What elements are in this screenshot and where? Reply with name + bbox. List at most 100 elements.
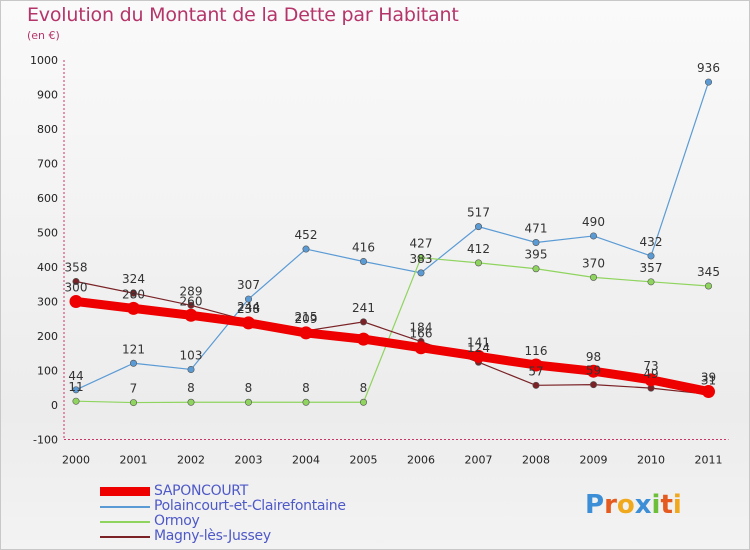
legend-label: Magny-lès-Jussey <box>154 528 271 544</box>
data-label: 289 <box>180 284 203 298</box>
data-point <box>359 257 367 265</box>
data-label: 209 <box>295 312 318 326</box>
x-tick-label: 2004 <box>292 454 320 467</box>
data-point <box>130 399 138 407</box>
y-tick-label: 500 <box>37 227 58 240</box>
data-label: 44 <box>68 369 83 383</box>
data-point <box>245 295 253 303</box>
data-label: 59 <box>586 364 601 378</box>
data-point <box>187 301 195 309</box>
logo-letter: o <box>616 490 635 520</box>
legend: SAPONCOURT Polaincourt-et-Clairefontaine O… <box>100 483 400 544</box>
data-point <box>417 269 425 277</box>
legend-item: Ormoy <box>100 513 400 529</box>
legend-item: SAPONCOURT <box>100 483 400 499</box>
data-point <box>245 398 253 406</box>
data-point <box>647 278 655 286</box>
logo-letter: r <box>604 490 617 520</box>
data-label: 383 <box>410 252 433 266</box>
data-label: 307 <box>237 278 260 292</box>
data-label: 31 <box>701 373 716 387</box>
x-tick-label: 2008 <box>522 454 550 467</box>
data-point <box>532 239 540 247</box>
x-tick-label: 2005 <box>350 454 378 467</box>
data-point <box>72 397 80 405</box>
x-tick-label: 2006 <box>407 454 435 467</box>
y-tick-label: -100 <box>33 434 58 447</box>
data-label: 124 <box>467 341 490 355</box>
data-label: 412 <box>467 242 490 256</box>
data-point <box>704 78 712 86</box>
data-label: 103 <box>180 348 203 362</box>
data-point <box>644 373 658 387</box>
y-tick-label: 100 <box>37 365 58 378</box>
data-label: 11 <box>68 380 83 394</box>
data-point <box>302 245 310 253</box>
data-point <box>647 252 655 260</box>
y-tick-label: 600 <box>37 192 58 205</box>
data-label: 260 <box>180 294 203 308</box>
data-label: 141 <box>467 335 490 349</box>
data-label: 324 <box>122 272 145 286</box>
data-point <box>529 358 543 372</box>
data-point <box>72 386 80 394</box>
data-label: 370 <box>582 256 605 270</box>
data-label: 8 <box>302 381 310 395</box>
y-tick-label: 200 <box>37 330 58 343</box>
data-label: 416 <box>352 240 375 254</box>
data-point <box>589 232 597 240</box>
legend-item: Magny-lès-Jussey <box>100 528 400 544</box>
data-label: 98 <box>586 350 601 364</box>
data-point <box>702 385 715 399</box>
y-tick-label: 1000 <box>30 54 58 67</box>
x-tick-label: 2009 <box>580 454 608 467</box>
data-point <box>589 381 597 389</box>
data-label: 57 <box>528 364 543 378</box>
data-label: 241 <box>352 301 375 315</box>
data-label: 244 <box>237 300 260 314</box>
x-tick-label: 2010 <box>637 454 665 467</box>
data-point <box>704 282 712 290</box>
data-label: 8 <box>245 381 253 395</box>
logo-letter: x <box>634 490 652 520</box>
y-tick-label: 900 <box>37 89 58 102</box>
y-tick-label: 0 <box>51 399 58 412</box>
data-label: 8 <box>187 381 195 395</box>
data-point <box>474 259 482 267</box>
proxiti-logo: Proxiti <box>585 490 682 520</box>
data-label: 8 <box>360 381 368 395</box>
x-tick-label: 2001 <box>120 454 148 467</box>
data-point <box>359 398 367 406</box>
legend-label: Polaincourt-et-Clairefontaine <box>154 498 346 514</box>
series-line <box>75 257 710 404</box>
data-point <box>72 277 80 285</box>
x-tick-label: 2011 <box>695 454 723 467</box>
x-tick-label: 2003 <box>235 454 263 467</box>
data-label: 427 <box>410 237 433 251</box>
data-label: 358 <box>65 260 88 274</box>
data-point <box>187 365 195 373</box>
data-label: 7 <box>130 382 138 396</box>
data-label: 39 <box>701 371 716 385</box>
legend-swatch <box>100 487 150 496</box>
y-tick-label: 400 <box>37 261 58 274</box>
logo-letter: i <box>672 490 682 520</box>
legend-swatch <box>100 536 150 538</box>
data-label: 357 <box>640 261 663 275</box>
legend-swatch <box>100 506 150 508</box>
data-point <box>69 295 83 308</box>
data-label: 73 <box>643 359 658 373</box>
data-point <box>357 332 370 346</box>
series-line <box>75 81 710 391</box>
data-point <box>359 318 367 326</box>
x-tick-label: 2007 <box>465 454 493 467</box>
data-label: 517 <box>467 206 490 220</box>
data-point <box>414 341 428 355</box>
data-point <box>130 289 138 297</box>
data-label: 238 <box>237 302 260 316</box>
data-point <box>532 381 540 389</box>
data-point <box>474 223 482 231</box>
x-tick-label: 2002 <box>177 454 205 467</box>
